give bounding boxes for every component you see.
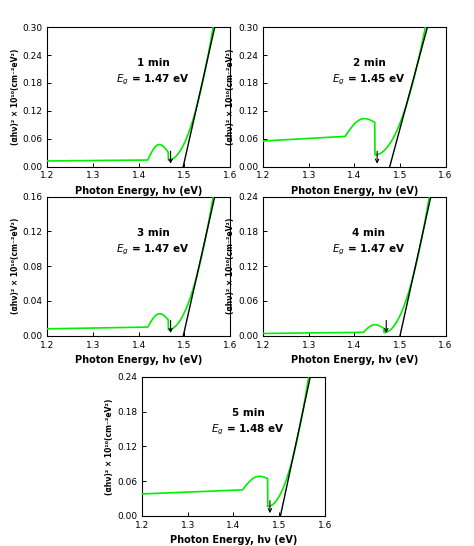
Text: $E_g$ = 1.47 eV: $E_g$ = 1.47 eV [117,73,190,87]
Y-axis label: (αhν)² × 10¹⁰(cm⁻²eV²): (αhν)² × 10¹⁰(cm⁻²eV²) [226,49,235,145]
X-axis label: Photon Energy, hν (eV): Photon Energy, hν (eV) [75,186,202,196]
Text: $E_g$ = 1.48 eV: $E_g$ = 1.48 eV [211,423,285,437]
X-axis label: Photon Energy, hν (eV): Photon Energy, hν (eV) [75,355,202,365]
X-axis label: Photon Energy, hν (eV): Photon Energy, hν (eV) [291,186,418,196]
X-axis label: Photon Energy, hν (eV): Photon Energy, hν (eV) [170,536,297,545]
Y-axis label: (αhν)² × 10¹⁰(cm⁻²eV²): (αhν)² × 10¹⁰(cm⁻²eV²) [105,398,114,495]
Text: 3 min: 3 min [137,228,170,238]
Y-axis label: (αhν)² × 10¹⁰(cm⁻²eV²): (αhν)² × 10¹⁰(cm⁻²eV²) [226,218,235,314]
Text: $E_g$ = 1.45 eV: $E_g$ = 1.45 eV [332,73,406,87]
Text: $E_g$ = 1.47 eV: $E_g$ = 1.47 eV [117,242,190,257]
Text: 4 min: 4 min [353,228,385,238]
Text: 5 min: 5 min [232,408,264,418]
Text: 2 min: 2 min [353,58,385,68]
Y-axis label: (αhν)² × 10¹⁰(cm⁻²eV²): (αhν)² × 10¹⁰(cm⁻²eV²) [10,49,19,145]
Y-axis label: (αhν)² × 10¹⁰(cm⁻²eV²): (αhν)² × 10¹⁰(cm⁻²eV²) [10,218,19,314]
Text: 1 min: 1 min [137,58,170,68]
X-axis label: Photon Energy, hν (eV): Photon Energy, hν (eV) [291,355,418,365]
Text: $E_g$ = 1.47 eV: $E_g$ = 1.47 eV [332,242,406,257]
